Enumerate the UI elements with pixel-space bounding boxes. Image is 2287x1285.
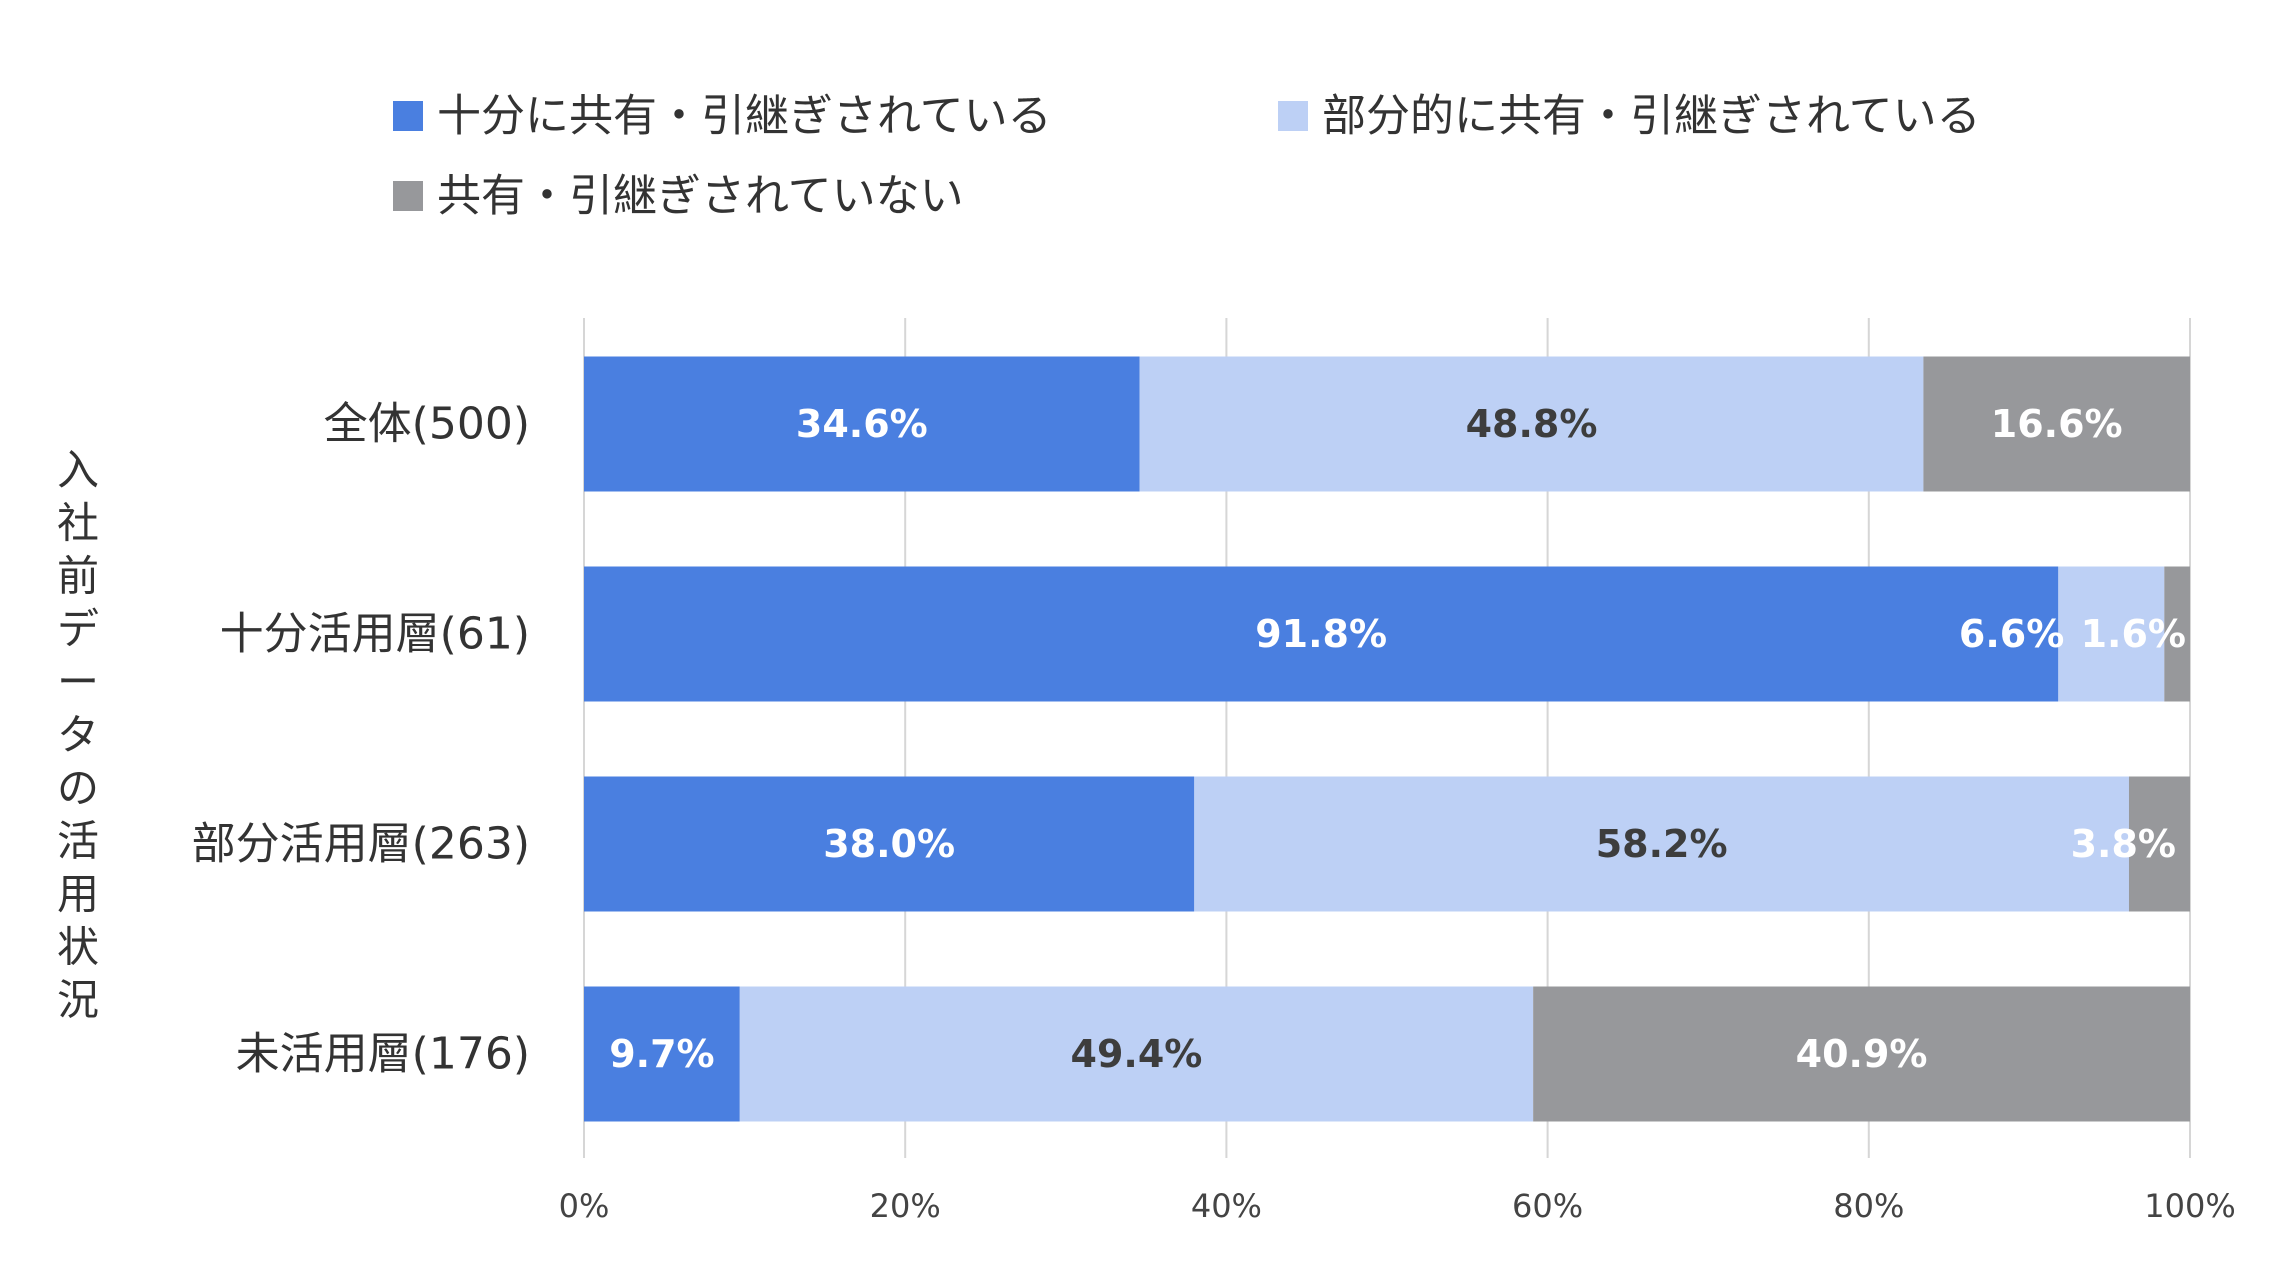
bars	[584, 356, 2190, 1122]
y-axis-title-char: 用	[57, 870, 99, 919]
x-tick-label: 20%	[870, 1187, 941, 1225]
data-label: 9.7%	[609, 1032, 714, 1076]
category-label: 未活用層(176)	[236, 1029, 530, 1080]
bar-segment	[584, 566, 2059, 702]
data-label: 1.6%	[2081, 612, 2186, 656]
x-tick-label: 80%	[1833, 1187, 1904, 1225]
legend-label: 十分に共有・引継ぎされている	[437, 91, 1052, 142]
data-label: 16.6%	[1991, 402, 2123, 446]
x-tick-label: 100%	[2144, 1187, 2235, 1225]
bar-segment	[584, 356, 1140, 492]
y-axis-title-char: 況	[57, 976, 99, 1025]
legend-swatch	[393, 101, 423, 131]
bar-segment	[739, 986, 1534, 1122]
category-label: 十分活用層(61)	[220, 609, 530, 660]
x-tick-label: 60%	[1512, 1187, 1583, 1225]
bar-segment	[1194, 776, 2129, 912]
y-axis-title-char: 活	[57, 817, 99, 866]
bar-segment	[584, 986, 740, 1122]
category-label: 部分活用層(263)	[192, 819, 530, 870]
legend: 十分に共有・引継ぎされている 部分的に共有・引継ぎされている共有・引継ぎされていな…	[393, 91, 1981, 222]
legend-swatch	[1278, 101, 1308, 131]
data-label: 91.8%	[1255, 612, 1387, 656]
data-labels: 34.6% 48.8% 16.6% 91.8% 6.6% 1.6% 38.0% 58.2% 3.…	[609, 402, 2186, 1076]
bar-segment	[1139, 356, 1924, 492]
y-axis-title-char: の	[57, 764, 99, 813]
y-axis-title-char: ー	[57, 658, 99, 707]
legend-label: 部分的に共有・引継ぎされている	[1322, 91, 1981, 142]
y-axis-title-char: タ	[57, 711, 99, 760]
data-label: 6.6%	[1959, 612, 2064, 656]
data-label: 40.9%	[1796, 1032, 1928, 1076]
legend-label: 共有・引継ぎされていない	[437, 171, 964, 222]
y-axis-title-char: 入	[57, 446, 99, 495]
x-tick-label: 0%	[559, 1187, 610, 1225]
bar-segment	[1533, 986, 2190, 1122]
y-axis-title-char: デ	[57, 605, 99, 654]
bar-segment	[584, 776, 1195, 912]
data-label: 48.8%	[1466, 402, 1598, 446]
data-label: 38.0%	[823, 822, 955, 866]
data-label: 34.6%	[796, 402, 928, 446]
y-axis-title-char: 状	[57, 923, 99, 972]
data-label: 3.8%	[2071, 822, 2176, 866]
axes: 0% 20% 40% 60% 80% 100% 全体(500) 十分活用層(61) 部分活用層(…	[192, 399, 2236, 1226]
category-label: 全体(500)	[324, 399, 530, 450]
bar-segment	[2058, 566, 2165, 702]
y-axis-title-char: 前	[57, 552, 99, 601]
bar-segment	[2128, 776, 2190, 912]
data-label: 49.4%	[1071, 1032, 1203, 1076]
y-axis-title-char: 社	[57, 499, 99, 548]
data-label: 58.2%	[1596, 822, 1728, 866]
x-tick-label: 40%	[1191, 1187, 1262, 1225]
bar-segment	[1923, 356, 2190, 492]
bar-segment	[2164, 566, 2190, 702]
legend-swatch	[393, 181, 423, 211]
